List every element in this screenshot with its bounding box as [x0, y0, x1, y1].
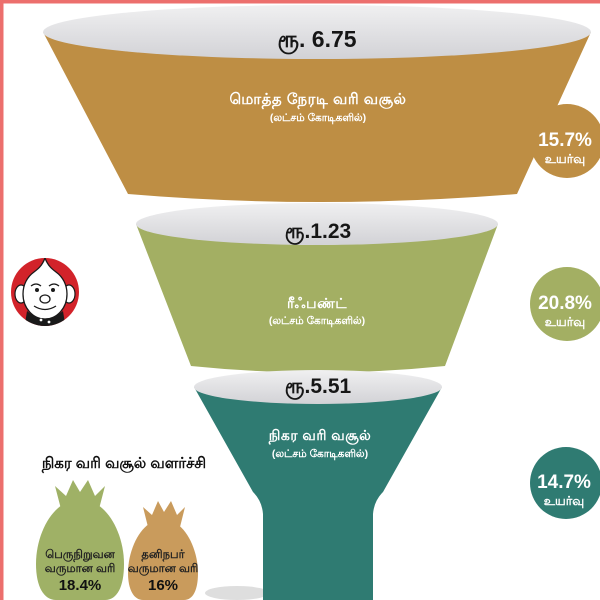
funnel-stage-net-tax: ரூ.5.51 நிகர வரி வசூல் (லட்சம் கோடிகளில்…	[194, 370, 442, 600]
top-border	[0, 0, 600, 4]
bag-corporate-percent: 18.4%	[59, 577, 102, 594]
money-bag-personal-knot	[143, 501, 185, 527]
money-bag-personal-body	[128, 524, 198, 600]
bag-personal-label-line1: தனிநபர்	[141, 548, 185, 562]
growth-badge-circle-1	[530, 104, 600, 178]
money-bag-corporate-body	[36, 505, 124, 600]
funnel-sublabel-1: (லட்சம் கோடிகளில்)	[270, 112, 366, 124]
spout-shadow	[205, 586, 269, 600]
funnel-value-3: ரூ.5.51	[285, 375, 352, 400]
growth-section-title: நிகர வரி வசூல் வளர்ச்சி	[41, 455, 206, 473]
funnel-body-1	[43, 32, 591, 202]
funnel-value-2: ரூ.1.23	[285, 220, 351, 245]
funnel-sublabel-2: (லட்சம் கோடிகளில்)	[269, 315, 365, 327]
growth-breakdown-section: நிகர வரி வசூல் வளர்ச்சி பெருநிறுவன வருமா…	[36, 455, 206, 600]
growth-badge-word-1: உயர்வு	[545, 152, 586, 166]
growth-badge-circle-2	[530, 267, 600, 341]
funnel-opening-3	[194, 370, 442, 404]
funnel-stage-total-direct-tax: ரூ. 6.75 மொத்த நேரடி வரி வசூல் (லட்சம் க…	[43, 5, 591, 202]
funnel-body-3	[194, 387, 442, 600]
money-bag-corporate: பெருநிறுவன வருமான வரி 18.4%	[36, 480, 124, 600]
growth-badge-3: 14.7% உயர்வு	[530, 447, 600, 519]
newspaper-mascot-logo	[11, 258, 79, 326]
growth-badge-word-3: உயர்வு	[544, 494, 585, 508]
growth-badge-circle-3	[530, 447, 600, 519]
growth-badge-percent-2: 20.8%	[538, 293, 592, 314]
funnel-value-1: ரூ. 6.75	[277, 26, 356, 55]
funnel-sublabel-3: (லட்சம் கோடிகளில்)	[272, 448, 368, 460]
bag-personal-label-line2: வருமான வரி	[128, 562, 199, 576]
growth-badge-1: 15.7% உயர்வு	[530, 104, 600, 178]
funnel-label-3: நிகர வரி வசூல்	[268, 427, 371, 445]
growth-badge-percent-3: 14.7%	[537, 472, 591, 493]
funnel-opening-2	[136, 203, 498, 245]
growth-badge-word-2: உயர்வு	[545, 315, 586, 329]
growth-badge-2: 20.8% உயர்வு	[530, 267, 600, 341]
bag-personal-percent: 16%	[148, 577, 178, 594]
funnel-stage-refund: ரூ.1.23 ரீஃபண்ட் (லட்சம் கோடிகளில்)	[136, 203, 498, 373]
left-border	[0, 0, 4, 600]
bag-corporate-label-line1: பெருநிறுவன	[45, 548, 115, 562]
money-bag-personal: தனிநபர் வருமான வரி 16%	[128, 501, 199, 600]
funnel-label-1: மொத்த நேரடி வரி வசூல்	[230, 91, 407, 109]
funnel-opening-1	[43, 5, 591, 59]
funnel-body-2	[136, 224, 498, 373]
bag-corporate-label-line2: வருமான வரி	[45, 562, 116, 576]
funnel-label-2: ரீஃபண்ட்	[287, 295, 347, 311]
money-bag-corporate-knot	[55, 480, 105, 509]
growth-badge-percent-1: 15.7%	[538, 130, 592, 151]
